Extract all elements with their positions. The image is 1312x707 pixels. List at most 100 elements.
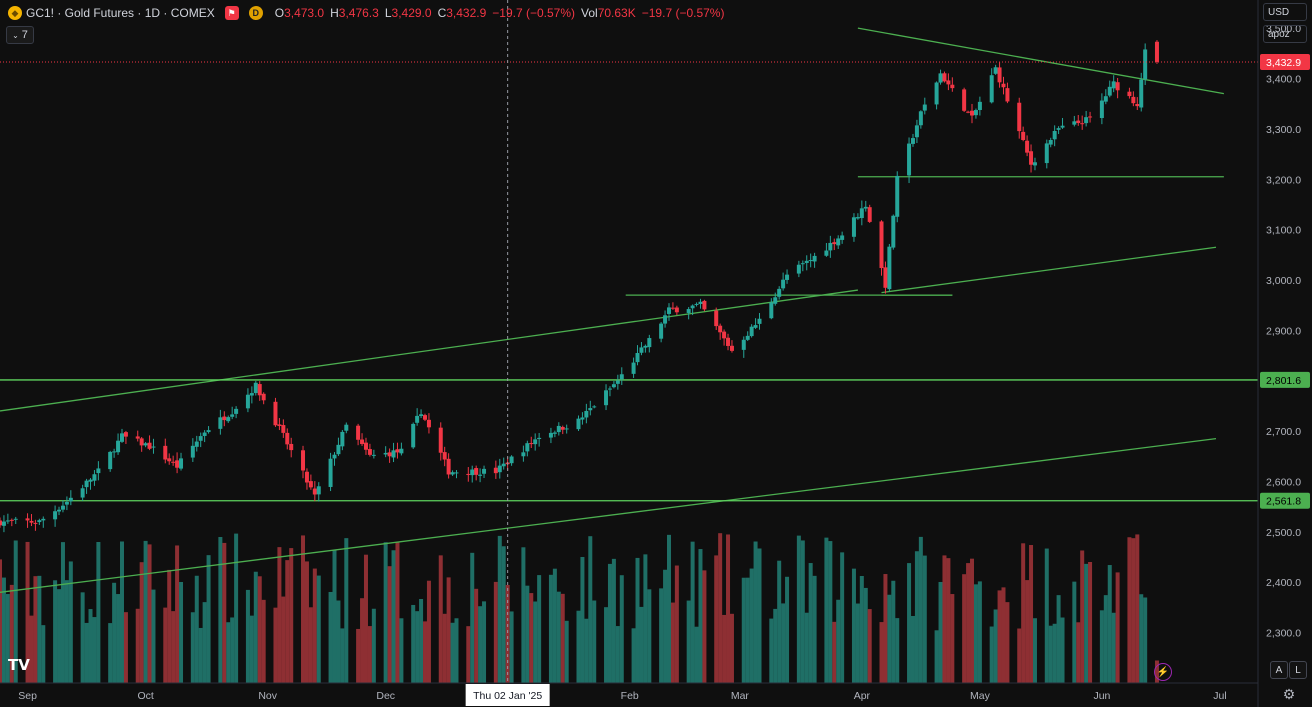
volume-bar bbox=[119, 541, 124, 683]
y-tick-label: 3,400.0 bbox=[1266, 74, 1301, 86]
candle-body bbox=[800, 263, 805, 265]
candle-body bbox=[1080, 123, 1085, 125]
candle-body bbox=[907, 143, 912, 176]
candle-body bbox=[33, 522, 38, 524]
candle-body bbox=[304, 471, 309, 483]
volume-bar bbox=[9, 584, 14, 683]
volume-bar bbox=[670, 602, 675, 683]
time-axis-bg bbox=[0, 683, 1312, 707]
candle-body bbox=[670, 307, 675, 309]
volume-bar bbox=[194, 575, 199, 683]
volume-bar bbox=[604, 607, 609, 683]
log-scale-button[interactable]: L bbox=[1289, 661, 1307, 679]
candle-body bbox=[226, 417, 231, 422]
candle-body bbox=[1111, 81, 1116, 89]
volume-bar bbox=[781, 603, 786, 683]
volume-bar bbox=[548, 574, 553, 683]
tradingview-logo-icon[interactable]: 𝗧𝗩 bbox=[8, 657, 30, 674]
volume-bar bbox=[966, 563, 971, 683]
volume-bar bbox=[741, 577, 746, 683]
candle-body bbox=[1088, 116, 1093, 118]
candle-body bbox=[989, 75, 994, 103]
volume-bar bbox=[383, 542, 388, 683]
candle-body bbox=[53, 511, 58, 520]
volume-bar bbox=[989, 626, 994, 683]
volume-bar bbox=[308, 607, 313, 683]
volume-bar bbox=[442, 613, 447, 683]
volume-bar bbox=[828, 541, 833, 683]
volume-bar bbox=[1099, 610, 1104, 683]
volume-bar bbox=[501, 546, 506, 683]
volume-bar bbox=[1107, 565, 1112, 683]
candle-body bbox=[344, 424, 349, 431]
volume-key: Vol bbox=[581, 6, 598, 20]
crosshair-date-badge bbox=[465, 684, 550, 706]
candle-body bbox=[179, 458, 184, 469]
candle-body bbox=[548, 432, 553, 438]
candle-body bbox=[139, 438, 144, 446]
candle-body bbox=[1044, 143, 1049, 164]
volume-bar bbox=[29, 615, 34, 683]
y-tick-label: 2,600.0 bbox=[1266, 476, 1301, 488]
volume-bar bbox=[635, 557, 640, 683]
candle-body bbox=[316, 486, 321, 495]
gear-icon[interactable]: ⚙ bbox=[1282, 686, 1296, 702]
unit-selector[interactable]: apoz bbox=[1263, 25, 1307, 43]
candle-body bbox=[281, 425, 286, 433]
y-tick-label: 3,300.0 bbox=[1266, 124, 1301, 136]
candle-body bbox=[60, 505, 65, 510]
volume-bar bbox=[973, 584, 978, 683]
candle-body bbox=[859, 208, 864, 219]
auto-scale-button[interactable]: A bbox=[1270, 661, 1288, 679]
indicators-toggle[interactable]: ⌄ 7 bbox=[6, 26, 34, 44]
volume-bar bbox=[619, 575, 624, 683]
volume-bar bbox=[887, 594, 892, 683]
candle-body bbox=[997, 67, 1002, 83]
candle-body bbox=[450, 472, 455, 475]
volume-bar bbox=[289, 548, 294, 683]
candle-body bbox=[112, 451, 117, 453]
volume-bar bbox=[576, 610, 581, 683]
volume-bar bbox=[859, 575, 864, 683]
candle-body bbox=[108, 451, 113, 470]
candle-body bbox=[285, 432, 290, 445]
ohlc-high: 3,476.3 bbox=[338, 6, 379, 20]
candle-body bbox=[592, 406, 597, 408]
ohlc-key-high: H bbox=[330, 6, 339, 20]
trend-line-lower-channel[interactable] bbox=[0, 438, 1217, 593]
candle-body bbox=[399, 448, 404, 454]
candle-body bbox=[1103, 96, 1108, 102]
candle-body bbox=[356, 425, 361, 440]
candle-body bbox=[611, 384, 616, 388]
volume-bar bbox=[316, 575, 321, 683]
lightning-icon[interactable]: ⚡ bbox=[1154, 663, 1172, 681]
candle-body bbox=[663, 315, 668, 324]
trend-line-descending-resistance[interactable] bbox=[857, 27, 1224, 95]
flag-icon[interactable]: ⚑ bbox=[224, 6, 239, 20]
volume-bar bbox=[332, 550, 337, 683]
volume-bar bbox=[285, 560, 290, 683]
trend-line-mid-support[interactable] bbox=[881, 246, 1217, 294]
volume-bar bbox=[1115, 572, 1120, 683]
candle-body bbox=[867, 207, 872, 222]
volume-bar bbox=[312, 568, 317, 683]
x-tick-label: Apr bbox=[854, 690, 871, 702]
candle-body bbox=[41, 518, 46, 521]
currency-selector[interactable]: USD bbox=[1263, 3, 1307, 21]
candle-body bbox=[482, 468, 487, 474]
volume-bar bbox=[202, 602, 207, 683]
volume-bar bbox=[96, 541, 101, 683]
price-label-badge bbox=[1260, 371, 1310, 388]
volume-bar bbox=[301, 535, 306, 683]
candle-body bbox=[1029, 151, 1034, 165]
volume-bar bbox=[808, 563, 813, 683]
symbol-title[interactable]: GC1! · Gold Futures · 1D · COMEX bbox=[26, 6, 215, 20]
volume-bar bbox=[446, 577, 451, 683]
trend-line-upper-channel[interactable] bbox=[0, 289, 858, 412]
volume-bar bbox=[997, 590, 1002, 683]
candle-body bbox=[438, 427, 443, 453]
candle-body bbox=[635, 352, 640, 363]
candle-body bbox=[726, 337, 731, 346]
volume-bar bbox=[218, 537, 223, 683]
